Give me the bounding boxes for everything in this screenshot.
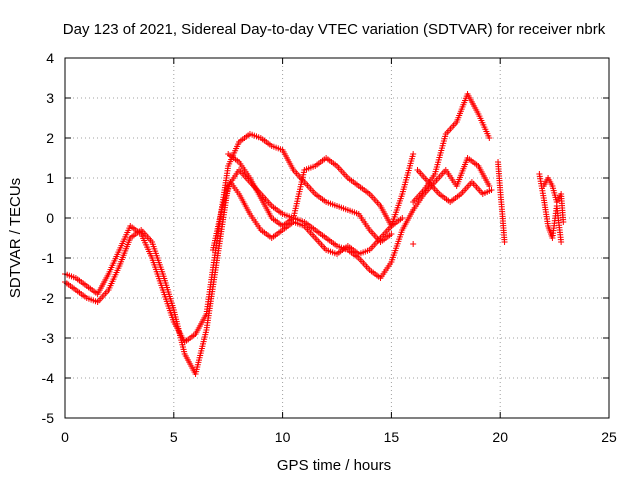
y-tick-label: -1	[42, 250, 55, 266]
data-point-outlier	[410, 241, 417, 247]
data-point-track-j	[560, 219, 567, 225]
chart-title: Day 123 of 2021, Sidereal Day-to-day VTE…	[63, 21, 606, 38]
data-point-track-g	[488, 187, 495, 193]
y-tick-label: 2	[46, 130, 54, 146]
y-tick-label: 0	[46, 210, 54, 226]
y-tick-label: -3	[42, 330, 55, 346]
x-tick-label: 25	[601, 429, 617, 445]
x-tick-label: 0	[61, 429, 69, 445]
x-tick-label: 10	[275, 429, 291, 445]
y-axis-label: SDTVAR / TECUs	[7, 178, 24, 298]
data-point-track-e	[486, 135, 493, 141]
data-point-track-d	[410, 151, 417, 157]
data-point-track-c	[399, 215, 406, 221]
data-point-track-h	[501, 239, 508, 245]
data-marks	[62, 91, 567, 377]
x-axis-label: GPS time / hours	[277, 457, 391, 474]
data-point-track-i	[558, 239, 565, 245]
y-tick-label: -5	[42, 410, 55, 426]
plot-frame	[64, 57, 610, 419]
x-tick-label: 20	[492, 429, 508, 445]
tick-layer: 0 5 10 15 20 25 -5 -4 -3 -2 -1 0 1 2 3 4	[42, 50, 617, 445]
y-tick-label: 3	[46, 90, 54, 106]
y-tick-label: 4	[46, 50, 54, 66]
x-tick-label: 15	[384, 429, 400, 445]
y-tick-label: -4	[42, 370, 55, 386]
grid-layer	[65, 58, 609, 418]
x-tick-label: 5	[170, 429, 178, 445]
y-tick-label: -2	[42, 290, 55, 306]
data-point-track-b	[388, 231, 395, 237]
y-tick-label: 1	[46, 170, 54, 186]
